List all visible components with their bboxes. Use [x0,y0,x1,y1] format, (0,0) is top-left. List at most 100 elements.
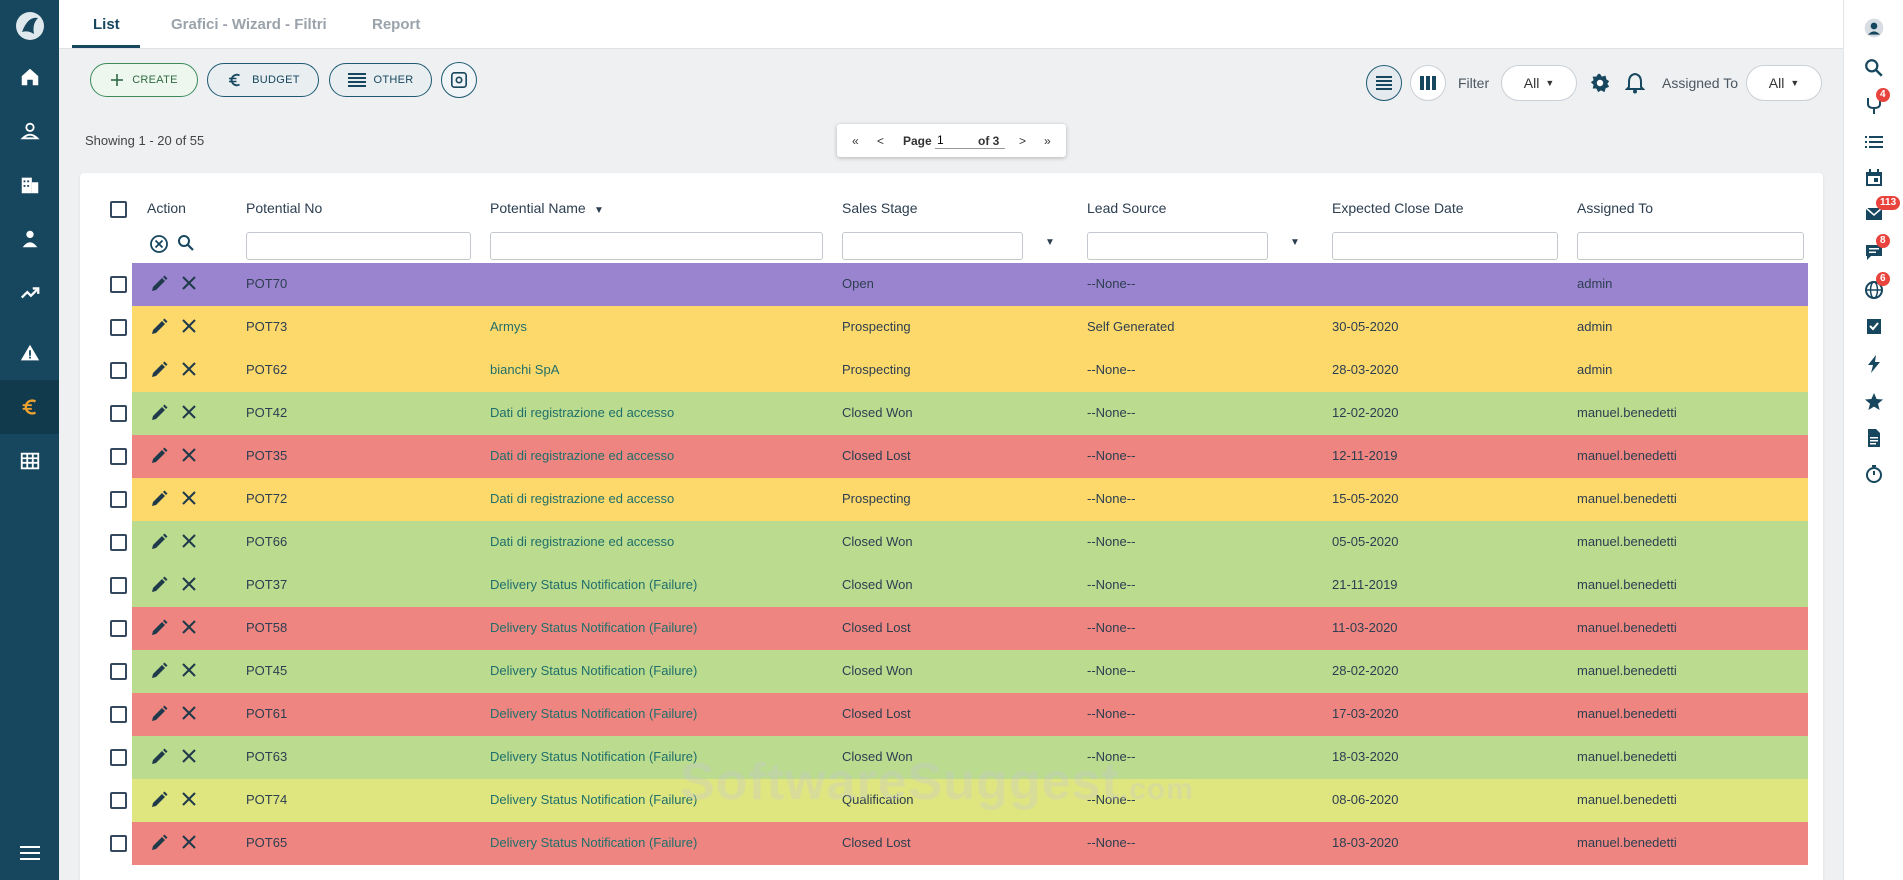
delete-x-icon[interactable] [181,662,197,683]
filter-select[interactable]: All ▼ [1501,65,1577,101]
edit-pencil-icon[interactable] [149,403,169,428]
delete-x-icon[interactable] [181,318,197,339]
row-checkbox[interactable] [110,276,127,293]
mail-icon[interactable]: 113 [1844,194,1903,234]
potential-no-filter-input[interactable] [246,232,471,260]
edit-pencil-icon[interactable] [149,747,169,772]
sort-desc-icon[interactable]: ▼ [594,205,604,216]
next-page-button[interactable]: > [1019,134,1027,148]
task-check-icon[interactable] [1844,306,1903,346]
table-row[interactable]: POT65 Delivery Status Notification (Failu… [132,822,1808,865]
delete-x-icon[interactable] [181,404,197,425]
stopwatch-icon[interactable] [1844,454,1903,494]
table-row[interactable]: POT58 Delivery Status Notification (Failu… [132,607,1808,650]
assigned-to-select[interactable]: All ▼ [1746,65,1822,101]
contacts-icon[interactable] [0,104,59,158]
row-checkbox[interactable] [110,620,127,637]
cell-potential-name[interactable]: Delivery Status Notification (Failure) [490,620,698,635]
row-checkbox[interactable] [110,534,127,551]
expected-close-filter-input[interactable] [1332,232,1558,260]
budget-button[interactable]: BUDGET [207,63,319,97]
search-icon[interactable] [1844,48,1903,88]
edit-pencil-icon[interactable] [149,317,169,342]
edit-pencil-icon[interactable] [149,833,169,858]
table-row[interactable]: POT66 Dati di registrazione ed accesso Clo… [132,521,1808,564]
edit-pencil-icon[interactable] [149,790,169,815]
edit-pencil-icon[interactable] [149,274,169,299]
create-button[interactable]: CREATE [90,63,198,97]
list-icon[interactable] [1844,122,1903,162]
table-icon[interactable] [0,434,59,488]
edit-pencil-icon[interactable] [149,575,169,600]
trending-up-icon[interactable] [0,266,59,320]
sales-stage-filter-select[interactable] [842,232,1023,260]
row-checkbox[interactable] [110,749,127,766]
row-checkbox[interactable] [110,577,127,594]
table-row[interactable]: POT62 bianchi SpA Prospecting --None-- 28-03… [132,349,1808,392]
delete-x-icon[interactable] [181,576,197,597]
table-row[interactable]: POT42 Dati di registrazione ed accesso Clo… [132,392,1808,435]
list-view-toggle[interactable] [1366,65,1402,101]
chat-icon[interactable]: 8 [1844,232,1903,272]
tab-list[interactable]: List [93,16,120,33]
prev-page-button[interactable]: < [877,134,885,148]
warning-icon[interactable] [0,326,59,380]
edit-pencil-icon[interactable] [149,446,169,471]
search-icon[interactable] [177,234,195,257]
page-number-input[interactable] [935,132,1005,149]
delete-x-icon[interactable] [181,447,197,468]
header-potential-name[interactable]: Potential Name [490,200,586,216]
header-lead-source[interactable]: Lead Source [1087,200,1167,216]
edit-pencil-icon[interactable] [149,532,169,557]
delete-x-icon[interactable] [181,705,197,726]
table-row[interactable]: POT74 Delivery Status Notification (Failu… [132,779,1808,822]
delete-x-icon[interactable] [181,361,197,382]
potential-name-filter-input[interactable] [490,232,823,260]
lightning-icon[interactable] [1844,344,1903,384]
cell-potential-name[interactable]: Delivery Status Notification (Failure) [490,577,698,592]
last-page-button[interactable]: » [1044,134,1051,148]
cell-potential-name[interactable]: Dati di registrazione ed accesso [490,534,675,549]
cell-potential-name[interactable]: Armys [490,319,527,334]
document-icon[interactable] [1844,418,1903,458]
euro-icon[interactable] [0,380,59,434]
header-potential-no[interactable]: Potential No [246,200,323,216]
tab-report[interactable]: Report [372,16,421,33]
tab-grafici-wizard-filtri[interactable]: Grafici - Wizard - Filtri [171,16,327,33]
table-row[interactable]: POT37 Delivery Status Notification (Failu… [132,564,1808,607]
table-row[interactable]: POT61 Delivery Status Notification (Failu… [132,693,1808,736]
edit-pencil-icon[interactable] [149,661,169,686]
delete-x-icon[interactable] [181,275,197,296]
cell-potential-name[interactable]: Dati di registrazione ed accesso [490,491,675,506]
row-checkbox[interactable] [110,706,127,723]
kanban-view-toggle[interactable] [1410,65,1446,101]
user-avatar-icon[interactable] [1844,6,1903,50]
table-row[interactable]: POT70 Open --None-- admin [132,263,1808,306]
table-row[interactable]: POT35 Dati di registrazione ed accesso Clo… [132,435,1808,478]
gear-icon[interactable] [1589,72,1611,99]
row-checkbox[interactable] [110,835,127,852]
lead-source-filter-select[interactable] [1087,232,1268,260]
edit-pencil-icon[interactable] [149,489,169,514]
building-icon[interactable] [0,158,59,212]
row-checkbox[interactable] [110,319,127,336]
cell-potential-name[interactable]: Dati di registrazione ed accesso [490,405,675,420]
star-icon[interactable] [1844,382,1903,422]
row-checkbox[interactable] [110,362,127,379]
delete-x-icon[interactable] [181,619,197,640]
row-checkbox[interactable] [110,663,127,680]
bell-icon[interactable] [1624,72,1646,99]
cell-potential-name[interactable]: Dati di registrazione ed accesso [490,448,675,463]
row-checkbox[interactable] [110,792,127,809]
globe-icon[interactable]: 6 [1844,270,1903,310]
merge-icon[interactable]: 4 [1844,86,1903,126]
hamburger-menu-icon[interactable] [0,826,59,880]
first-page-button[interactable]: « [852,134,859,148]
delete-x-icon[interactable] [181,490,197,511]
settings-box-button[interactable] [441,62,477,98]
table-row[interactable]: POT45 Delivery Status Notification (Failu… [132,650,1808,693]
other-button[interactable]: OTHER [329,63,432,97]
header-assigned-to[interactable]: Assigned To [1577,200,1654,216]
delete-x-icon[interactable] [181,791,197,812]
table-row[interactable]: POT73 Armys Prospecting Self Generated 30-05… [132,306,1808,349]
